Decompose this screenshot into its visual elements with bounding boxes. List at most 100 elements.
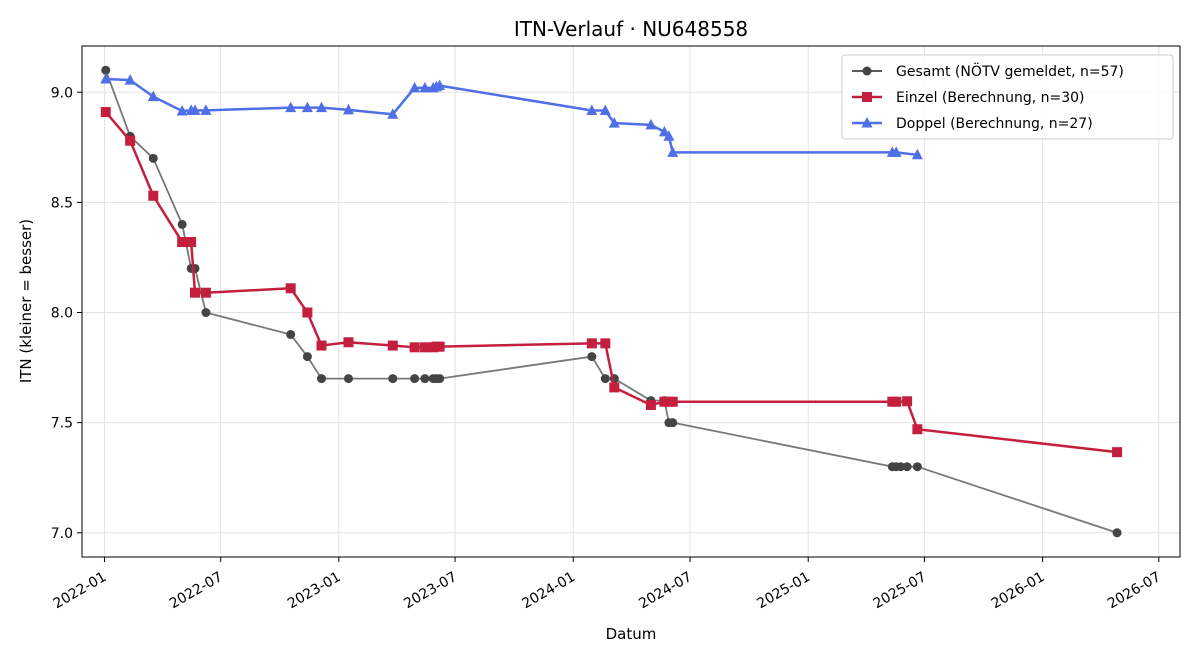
data-point-gesamt	[668, 418, 678, 428]
data-point-einzel	[387, 340, 398, 351]
legend-marker-gesamt	[862, 66, 872, 76]
data-point-einzel	[1112, 447, 1123, 458]
data-point-doppel	[387, 108, 399, 119]
data-point-gesamt	[410, 374, 420, 384]
x-tick-label: 2026-07	[1105, 569, 1164, 612]
data-point-einzel	[177, 237, 188, 248]
data-point-doppel	[911, 148, 923, 160]
data-point-doppel	[100, 73, 112, 84]
series-line-einzel	[104, 111, 1118, 454]
y-tick-label: 7.5	[51, 416, 73, 432]
data-point-einzel	[891, 396, 902, 407]
data-point-gesamt	[912, 462, 922, 472]
data-point-gesamt	[148, 153, 158, 163]
data-point-einzel	[409, 342, 420, 353]
data-point-einzel	[316, 340, 327, 351]
data-point-gesamt	[343, 374, 353, 384]
y-tick-label: 9.0	[51, 85, 73, 101]
data-point-gesamt	[587, 352, 597, 362]
legend-marker-einzel	[862, 92, 872, 102]
data-point-einzel	[902, 396, 913, 407]
x-tick-label: 2025-07	[871, 569, 930, 612]
data-point-gesamt	[177, 219, 187, 229]
data-point-doppel	[301, 101, 313, 113]
data-point-einzel	[302, 307, 313, 318]
series-layer	[100, 65, 1123, 538]
data-point-doppel	[316, 101, 328, 113]
series-line-doppel	[105, 77, 918, 157]
data-point-einzel	[419, 342, 430, 353]
data-point-einzel	[434, 341, 445, 352]
grid	[82, 46, 1180, 557]
data-point-einzel	[285, 283, 296, 294]
data-point-einzel	[100, 107, 111, 118]
data-point-einzel	[912, 424, 923, 435]
x-axis-label: Datum	[606, 625, 657, 643]
data-point-einzel	[200, 287, 211, 298]
x-tick-label: 2025-01	[754, 569, 813, 612]
x-tick-label: 2024-01	[519, 569, 578, 612]
data-point-einzel	[186, 237, 197, 248]
data-point-einzel	[600, 338, 611, 349]
data-point-doppel	[434, 79, 446, 91]
series-doppel	[100, 73, 923, 160]
data-point-gesamt	[896, 462, 906, 472]
y-tick-label: 8.5	[51, 195, 73, 211]
data-point-gesamt	[286, 330, 296, 340]
data-point-doppel	[342, 103, 354, 115]
data-point-doppel	[608, 117, 620, 128]
data-point-einzel	[609, 382, 620, 393]
data-point-doppel	[124, 74, 136, 85]
data-point-einzel	[586, 338, 597, 349]
legend-label-einzel: Einzel (Berechnung, n=30)	[896, 90, 1085, 106]
y-tick-label: 7.0	[51, 526, 73, 542]
x-tick-label: 2026-01	[989, 569, 1048, 612]
data-point-gesamt	[435, 374, 445, 384]
data-point-gesamt	[317, 374, 327, 384]
data-point-einzel	[343, 337, 354, 348]
data-point-gesamt	[902, 462, 912, 472]
data-point-doppel	[285, 101, 297, 113]
series-einzel	[100, 107, 1123, 458]
data-point-doppel	[147, 90, 159, 102]
data-point-doppel	[645, 118, 657, 130]
x-tick-label: 2023-01	[285, 569, 344, 612]
data-point-doppel	[890, 146, 902, 157]
series-line-gesamt	[104, 69, 1118, 534]
data-point-einzel	[190, 287, 201, 298]
data-point-doppel	[586, 104, 598, 116]
data-point-gesamt	[420, 374, 430, 384]
data-point-einzel	[667, 396, 678, 407]
y-axis-label: ITN (kleiner = besser)	[17, 219, 35, 383]
legend-marker-doppel	[861, 117, 873, 128]
data-point-doppel	[599, 104, 611, 116]
x-tick-label: 2023-07	[401, 569, 460, 612]
data-point-einzel	[148, 190, 159, 201]
data-point-gesamt	[302, 352, 312, 362]
x-tick-label: 2022-07	[167, 569, 226, 612]
x-axis: 2022-01 2022-07 2023-01 2023-07 2024-01 2024-…	[51, 557, 1164, 612]
data-point-doppel	[663, 130, 675, 141]
legend-label-gesamt: Gesamt (NÖTV gemeldet, n=57)	[896, 62, 1124, 80]
legend: Gesamt (NÖTV gemeldet, n=57) Einzel (Bere…	[841, 54, 1174, 140]
legend-label-doppel: Doppel (Berechnung, n=27)	[896, 116, 1093, 132]
data-point-gesamt	[600, 374, 610, 384]
x-tick-label: 2024-07	[636, 569, 695, 612]
data-point-doppel	[419, 81, 431, 93]
data-point-doppel	[200, 104, 212, 115]
data-point-gesamt	[201, 308, 211, 318]
data-point-einzel	[125, 135, 136, 146]
legend-frame	[841, 54, 1174, 140]
data-point-doppel	[667, 146, 679, 157]
data-point-doppel	[189, 104, 201, 115]
y-tick-label: 8.0	[51, 306, 73, 322]
y-axis: 7.0 7.5 8.0 8.5 9.0	[51, 85, 82, 542]
data-point-einzel	[645, 400, 656, 411]
x-tick-label: 2022-01	[51, 569, 110, 612]
data-point-gesamt	[101, 65, 111, 75]
data-point-doppel	[409, 81, 421, 93]
chart-title: ITN-Verlauf · NU648558	[514, 17, 748, 41]
data-point-gesamt	[1112, 528, 1122, 538]
data-point-gesamt	[388, 374, 398, 384]
